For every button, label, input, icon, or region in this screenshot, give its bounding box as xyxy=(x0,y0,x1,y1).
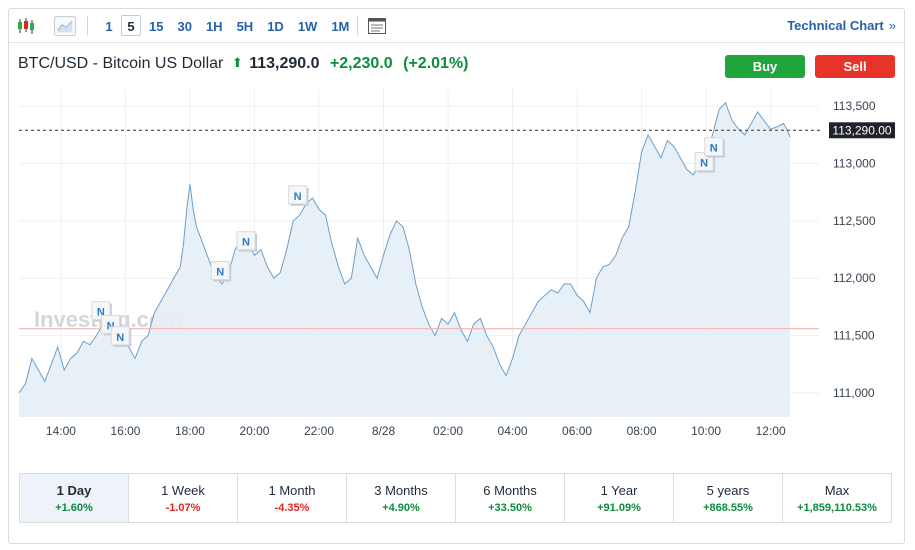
news-marker-label: N xyxy=(710,143,718,155)
x-tick-label: 02:00 xyxy=(433,424,463,438)
news-marker-label: N xyxy=(700,158,708,170)
x-tick-label: 20:00 xyxy=(239,424,269,438)
x-tick-label: 12:00 xyxy=(756,424,786,438)
range-3-months[interactable]: 3 Months +4.90% xyxy=(347,474,456,522)
sell-button[interactable]: Sell xyxy=(815,55,895,78)
toolbar-separator xyxy=(357,16,358,36)
price-chart[interactable]: Investing.comNNNNNNNN14:0016:0018:0020:0… xyxy=(9,9,904,459)
y-tick-label: 111,000 xyxy=(833,386,875,400)
news-marker[interactable] xyxy=(110,326,130,346)
news-marker-label: N xyxy=(242,237,250,249)
candlestick-icon[interactable] xyxy=(15,16,37,36)
x-tick-label: 14:00 xyxy=(46,424,76,438)
range-label: 1 Week xyxy=(161,483,205,498)
news-marker[interactable] xyxy=(288,185,308,205)
range-change: -4.35% xyxy=(274,502,310,514)
price-change-percent: (+2.01%) xyxy=(403,55,469,72)
x-tick-label: 10:00 xyxy=(691,424,721,438)
instrument-header: BTC/USD - Bitcoin US Dollar ⬆ 113,290.0 … xyxy=(18,55,475,73)
interval-1w[interactable]: 1W xyxy=(297,19,318,34)
range-label: Max xyxy=(824,483,850,498)
x-tick-label: 8/28 xyxy=(372,424,396,438)
interval-5[interactable]: 5 xyxy=(121,15,141,36)
current-price-tag xyxy=(829,122,895,139)
news-marker-label: N xyxy=(97,307,105,319)
y-tick-label: 112,500 xyxy=(833,214,876,228)
price-area xyxy=(19,102,790,418)
y-tick-label: 113,500 xyxy=(833,99,876,113)
interval-30[interactable]: 30 xyxy=(177,19,192,34)
area-chart-icon[interactable] xyxy=(54,16,76,36)
range-label: 6 Months xyxy=(483,483,537,498)
chart-widget: 1 5 15 30 1H 5H 1D 1W 1M Technical Chart » BTC/US… xyxy=(8,8,905,544)
technical-chart-label: Technical Chart xyxy=(787,18,884,33)
interval-5h[interactable]: 5H xyxy=(236,19,254,34)
x-tick-label: 16:00 xyxy=(110,424,140,438)
last-price: 113,290.0 xyxy=(249,55,320,72)
range-5-years[interactable]: 5 years +868.55% xyxy=(674,474,783,522)
x-tick-label: 06:00 xyxy=(562,424,592,438)
interval-1h[interactable]: 1H xyxy=(205,19,223,34)
buy-button[interactable]: Buy xyxy=(725,55,805,78)
range-label: 1 Day xyxy=(56,483,92,498)
interval-selector: 1 5 15 30 1H 5H 1D 1W 1M xyxy=(99,15,357,36)
news-marker[interactable] xyxy=(704,137,724,157)
chart-toolbar: 1 5 15 30 1H 5H 1D 1W 1M Technical Chart » xyxy=(9,9,904,43)
interval-1m[interactable]: 1M xyxy=(331,19,350,34)
news-marker-label: N xyxy=(107,320,115,332)
current-price-label: 113,290.00 xyxy=(832,123,891,137)
range-1-day[interactable]: 1 Day +1.60% xyxy=(20,474,129,522)
interval-15[interactable]: 15 xyxy=(149,19,164,34)
y-tick-label: 113,000 xyxy=(833,157,876,171)
interval-1d[interactable]: 1D xyxy=(267,19,284,34)
x-tick-label: 08:00 xyxy=(627,424,657,438)
range-label: 1 Year xyxy=(600,483,638,498)
arrow-up-icon: ⬆ xyxy=(231,55,243,70)
range-change: +33.50% xyxy=(488,502,532,514)
range-change: +91.09% xyxy=(597,502,641,514)
range-change: +868.55% xyxy=(703,502,753,514)
range-1-year[interactable]: 1 Year +91.09% xyxy=(565,474,674,522)
calendar-table-icon[interactable] xyxy=(366,16,388,36)
range-label: 3 Months xyxy=(374,483,428,498)
price-change: +2,230.0 xyxy=(329,55,393,72)
range-change: +1.60% xyxy=(55,502,93,514)
x-tick-label: 22:00 xyxy=(304,424,334,438)
news-marker-label: N xyxy=(216,266,224,278)
x-tick-label: 18:00 xyxy=(175,424,205,438)
range-change: +4.90% xyxy=(382,502,420,514)
range-change: -1.07% xyxy=(165,502,201,514)
price-line xyxy=(18,101,791,394)
news-marker-label: N xyxy=(294,191,302,203)
y-tick-label: 112,000 xyxy=(833,271,876,285)
interval-1[interactable]: 1 xyxy=(105,19,113,34)
news-marker-label: N xyxy=(116,332,124,344)
range-label: 1 Month xyxy=(268,483,316,498)
news-marker[interactable] xyxy=(210,260,230,280)
time-range-selector: 1 Day +1.60% 1 Week -1.07% 1 Month -4.35% 3 Mo… xyxy=(19,473,892,523)
news-marker[interactable] xyxy=(236,231,256,251)
range-max[interactable]: Max +1,859,110.53% xyxy=(783,474,891,522)
technical-chart-link[interactable]: Technical Chart » xyxy=(787,18,896,33)
double-chevron-right-icon: » xyxy=(888,18,896,33)
range-1-month[interactable]: 1 Month -4.35% xyxy=(238,474,347,522)
range-1-week[interactable]: 1 Week -1.07% xyxy=(129,474,238,522)
range-change: +1,859,110.53% xyxy=(797,502,877,514)
range-6-months[interactable]: 6 Months +33.50% xyxy=(456,474,565,522)
instrument-name: BTC/USD - Bitcoin US Dollar xyxy=(18,55,224,72)
toolbar-separator xyxy=(87,16,88,36)
range-label: 5 years xyxy=(706,483,750,498)
y-tick-label: 111,500 xyxy=(833,329,875,343)
x-tick-label: 04:00 xyxy=(498,424,528,438)
